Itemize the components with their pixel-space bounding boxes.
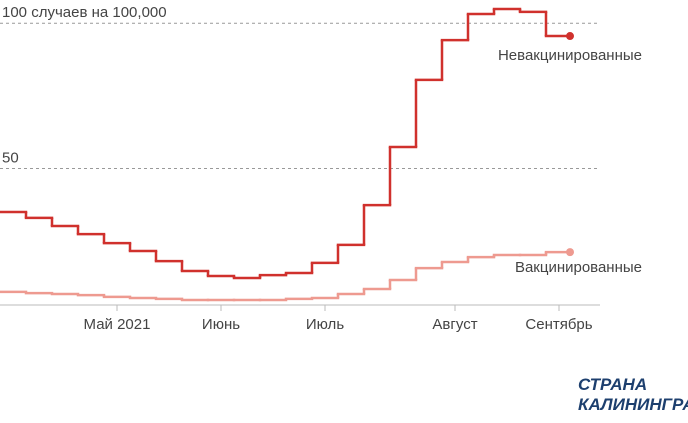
end-dot — [566, 248, 574, 257]
legend-label: Вакцинированные — [515, 259, 642, 276]
x-tick-label: Июнь — [202, 316, 240, 333]
y-tick-label: 50 — [2, 149, 19, 166]
x-tick-label: Август — [432, 316, 477, 333]
x-tick-label: Июль — [306, 316, 344, 333]
legend-label: Невакцинированные — [498, 47, 642, 64]
step-riser — [24, 252, 548, 301]
logo-line: КАЛИНИНГРАД — [578, 395, 688, 414]
y-tick-label: 100 случаев на 100,000 — [2, 4, 167, 21]
x-tick-label: Май 2021 — [84, 316, 151, 333]
step-riser — [24, 9, 548, 278]
logo-line: СТРАНА — [578, 375, 647, 394]
x-tick-label: Сентябрь — [525, 316, 592, 333]
end-dot — [566, 32, 574, 41]
